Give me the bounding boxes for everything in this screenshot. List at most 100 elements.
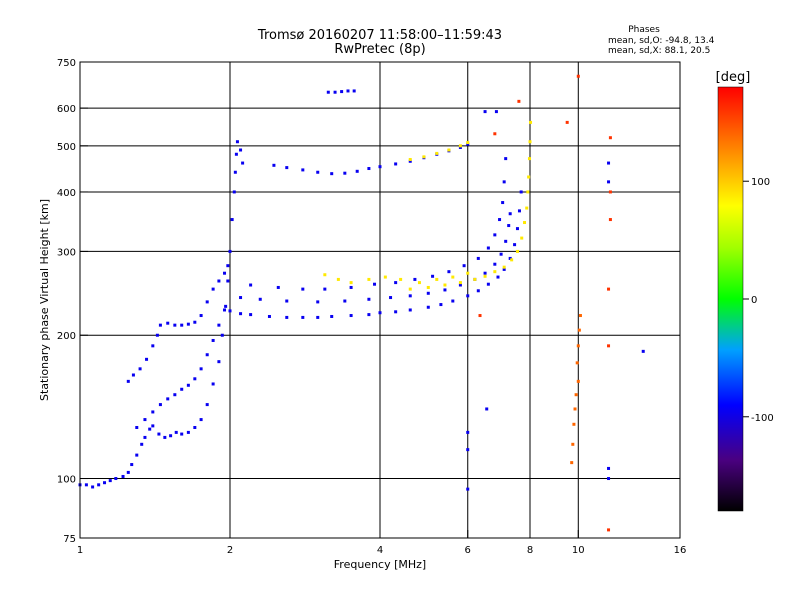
echo-point: [486, 282, 490, 286]
echo-point: [323, 273, 327, 277]
echo-point: [367, 313, 371, 317]
echo-point: [576, 344, 580, 348]
echo-point: [485, 407, 489, 411]
echo-point: [517, 209, 521, 213]
echo-point: [272, 163, 276, 167]
echo-points: [78, 74, 645, 532]
echo-point: [493, 262, 497, 266]
echo-point: [577, 328, 581, 332]
series-scatter-noise: [570, 314, 582, 465]
echo-point: [158, 403, 162, 407]
echo-point: [217, 279, 221, 283]
echo-point: [249, 283, 253, 287]
echo-point: [641, 349, 645, 353]
echo-point: [301, 287, 305, 291]
grid-lines: [80, 62, 680, 538]
echo-point: [513, 243, 517, 247]
echo-point: [607, 180, 611, 184]
echo-point: [205, 353, 209, 357]
x-axis-label: Frequency [MHz]: [334, 558, 426, 571]
echo-point: [148, 427, 152, 431]
echo-point: [447, 270, 451, 274]
echo-point: [507, 224, 511, 228]
series-echo-2F-X: [408, 141, 470, 161]
echo-point: [502, 267, 506, 271]
echo-point: [316, 170, 320, 174]
colorbar-tick-label: 100: [751, 177, 770, 188]
x-axis: 1 2 4 6 8 10 16: [77, 530, 686, 556]
echo-point: [523, 221, 527, 225]
echo-point: [504, 239, 508, 243]
echo-point: [267, 314, 271, 318]
phase-summary-title: Phases: [628, 25, 660, 35]
echo-point: [352, 89, 356, 93]
echo-point: [157, 432, 161, 436]
echo-point: [180, 387, 184, 391]
echo-point: [451, 299, 455, 303]
echo-point: [91, 485, 95, 489]
echo-point: [285, 315, 289, 319]
echo-point: [476, 289, 480, 293]
echo-point: [121, 474, 125, 478]
series-sporadic-top: [326, 89, 356, 94]
echo-point: [608, 218, 612, 222]
echo-point: [607, 477, 611, 481]
echo-point: [326, 90, 330, 94]
echo-point: [466, 142, 470, 146]
echo-point: [451, 275, 455, 279]
echo-point: [180, 432, 184, 436]
echo-point: [330, 172, 334, 176]
echo-point: [239, 148, 243, 152]
echo-point: [499, 252, 503, 256]
echo-point: [508, 212, 512, 216]
y-tick-label: 600: [57, 104, 76, 115]
echo-point: [97, 483, 101, 487]
echo-point: [367, 167, 371, 171]
echo-point: [476, 256, 480, 260]
echo-point: [367, 277, 371, 281]
echo-point: [234, 152, 238, 156]
echo-point: [330, 314, 334, 318]
echo-point: [239, 312, 243, 316]
echo-point: [151, 410, 155, 414]
echo-point: [155, 333, 159, 337]
y-tick-label: 200: [57, 331, 76, 342]
echo-point: [205, 300, 209, 304]
echo-point: [526, 190, 530, 194]
echo-point: [258, 297, 262, 301]
echo-point: [422, 155, 426, 159]
echo-point: [570, 461, 574, 465]
colorbar-label: [deg]: [716, 70, 751, 85]
echo-point: [135, 425, 139, 429]
echo-point: [493, 132, 497, 136]
echo-point: [217, 360, 221, 364]
echo-point: [166, 397, 170, 401]
echo-point: [473, 277, 477, 281]
echo-point: [169, 434, 173, 438]
x-tick-label: 1: [77, 545, 83, 556]
series-lowband-secondary: [135, 308, 227, 429]
echo-point: [408, 294, 412, 298]
echo-point: [126, 379, 130, 383]
echo-point: [571, 442, 575, 446]
series-lowband-O: [78, 140, 245, 489]
phase-summary: Phases mean, sd,O: -94.8, 13.4 mean, sd,…: [608, 25, 715, 56]
echo-point: [135, 453, 139, 457]
echo-point: [478, 314, 482, 318]
echo-point: [408, 159, 412, 163]
phase-summary-o: mean, sd,O: -94.8, 13.4: [608, 36, 715, 46]
echo-point: [458, 281, 462, 285]
colorbar: [717, 86, 744, 512]
echo-point: [607, 344, 611, 348]
echo-point: [576, 74, 580, 78]
echo-point: [343, 171, 347, 175]
echo-point: [211, 382, 215, 386]
echo-point: [466, 141, 470, 145]
echo-point: [493, 233, 497, 237]
echo-point: [224, 304, 228, 308]
echo-point: [458, 145, 462, 149]
echo-point: [131, 373, 135, 377]
echo-point: [223, 308, 227, 312]
